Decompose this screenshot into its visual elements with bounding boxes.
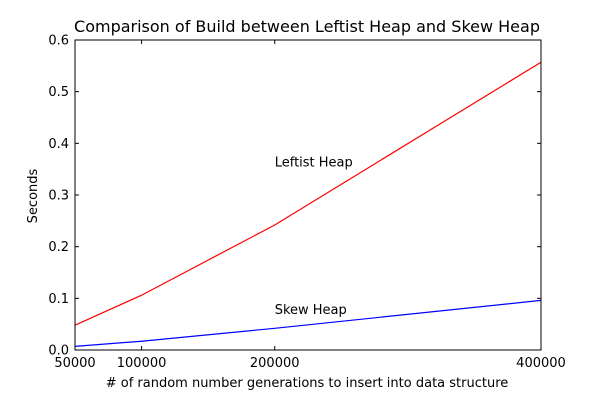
y-tick-label: 0.2 xyxy=(48,240,69,255)
y-tick-label: 0.5 xyxy=(48,85,69,100)
series-line-leftist-heap xyxy=(74,61,542,326)
x-tick-label: 100000 xyxy=(117,356,167,371)
x-tick-label: 200000 xyxy=(250,356,300,371)
x-tick-label: 50000 xyxy=(54,356,95,371)
annotation-skew-heap: Skew Heap xyxy=(275,303,347,318)
y-tick-label: 0.0 xyxy=(48,344,69,359)
chart-title: Comparison of Build between Leftist Heap… xyxy=(74,17,540,36)
x-axis-label: # of random number generations to insert… xyxy=(106,376,509,391)
y-tick-label: 0.3 xyxy=(48,189,69,204)
y-axis-label: Seconds xyxy=(26,168,41,223)
plot-area: 50000 100000 200000 400000 0.0 0.1 0.2 0.3 0.4 0.… xyxy=(48,34,566,372)
y-tick-label: 0.6 xyxy=(48,34,69,49)
x-tick-label: 400000 xyxy=(516,356,566,371)
series-line-skew-heap xyxy=(74,299,542,347)
annotation-leftist-heap: Leftist Heap xyxy=(275,156,353,171)
y-tick-label: 0.4 xyxy=(48,137,69,152)
y-tick-label: 0.1 xyxy=(48,292,69,307)
